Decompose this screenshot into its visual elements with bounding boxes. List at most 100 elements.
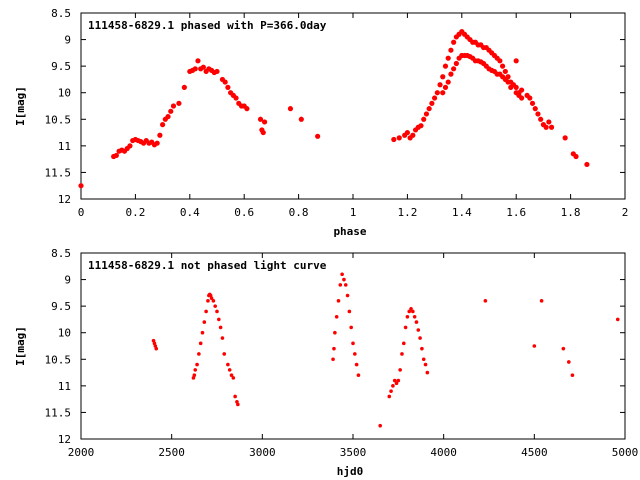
unphased-data-point: [411, 309, 415, 314]
phased-data-point: [298, 116, 304, 122]
phased-data-point: [448, 47, 454, 53]
phased-data-point: [573, 153, 579, 160]
phased-data-point: [546, 119, 552, 125]
phased-data-point: [538, 116, 544, 122]
phased-data-point: [192, 66, 198, 72]
phased-data-point: [233, 95, 239, 101]
unphased-data-point: [198, 341, 203, 346]
unphased-data-point: [407, 309, 412, 314]
phased-data-point: [165, 114, 171, 120]
unphased-data-point: [226, 362, 230, 367]
unphased-data-point: [343, 283, 348, 287]
unphased-data-point: [222, 352, 227, 356]
phased-ytick-label: 11.5: [45, 166, 72, 179]
phased-data-point: [157, 132, 163, 138]
unphased-data-point: [421, 357, 426, 362]
phased-ytick-label: 12: [58, 193, 71, 206]
phased-data-point: [260, 129, 266, 136]
phased-data-point: [418, 123, 424, 129]
unphased-data-point: [193, 368, 198, 372]
phased-data-point: [154, 140, 160, 146]
unphased-data-point: [570, 373, 575, 378]
phased-data-point: [451, 39, 457, 45]
unphased-data-point: [387, 394, 392, 399]
phased-plot-ylabel: I[mag]: [14, 86, 27, 126]
unphased-ytick-label: 12: [58, 433, 71, 446]
unphased-data-point: [615, 317, 620, 322]
unphased-data-point: [396, 378, 401, 383]
phased-data-point: [421, 116, 427, 122]
phased-data-point: [410, 132, 416, 138]
unphased-data-point: [392, 378, 397, 383]
phased-xtick-label: 1.4: [452, 206, 472, 219]
phased-plot-panel: 111458-6829.1 phased with P=366.0day pha…: [14, 7, 628, 238]
unphased-data-point: [349, 325, 353, 330]
phased-data-point: [257, 116, 264, 122]
phased-data-point: [200, 64, 206, 70]
unphased-data-point: [347, 309, 352, 314]
phased-data-point: [113, 152, 119, 159]
unphased-data-point: [236, 402, 240, 407]
unphased-data-point: [409, 307, 413, 311]
unphased-ytick-label: 8.5: [51, 247, 71, 260]
phased-data-point: [176, 100, 182, 106]
unphased-data-point: [389, 389, 393, 393]
unphased-data-point: [403, 325, 408, 330]
unphased-data-point: [213, 304, 217, 308]
phased-xtick-label: 0.2: [125, 206, 145, 219]
unphased-data-point: [420, 346, 424, 351]
phased-data-point: [548, 124, 555, 130]
phased-ytick-label: 8.5: [51, 7, 71, 20]
phased-xtick-label: 1.2: [397, 206, 417, 219]
phased-ytick-label: 10.5: [45, 113, 72, 126]
phased-data-point: [519, 87, 525, 93]
unphased-data-point: [353, 352, 357, 356]
unphased-data-point: [532, 344, 537, 348]
phased-data-point: [78, 183, 84, 189]
unphased-data-point: [332, 346, 336, 351]
unphased-data-point: [192, 373, 197, 378]
phased-data-point: [529, 100, 536, 106]
unphased-data-point: [566, 360, 571, 364]
phased-plot-xlabel: phase: [333, 225, 366, 238]
phased-xtick-label: 0: [78, 206, 85, 219]
phased-data-point: [429, 100, 435, 106]
unphased-data-point: [398, 368, 402, 372]
unphased-xtick-label: 2500: [158, 446, 185, 459]
phased-data-point: [225, 84, 231, 90]
phased-data-point: [440, 90, 446, 96]
unphased-data-point: [336, 299, 341, 303]
phased-data-point: [287, 106, 294, 112]
phased-data-point: [195, 58, 201, 64]
unphased-data-point: [217, 317, 221, 322]
unphased-data-point: [229, 373, 234, 378]
phased-data-point: [222, 79, 228, 85]
phased-data-point: [160, 122, 166, 128]
phased-ytick-label: 9.5: [51, 60, 71, 73]
unphased-data-point: [333, 330, 337, 335]
unphased-plot-ticks: 2000 2500 3000 3500 4000 4500 5000 8.5 9 9.5 10 10.…: [45, 247, 639, 459]
unphased-data-point: [412, 314, 417, 319]
phased-data-point: [453, 60, 459, 67]
phased-xtick-label: 1: [350, 206, 357, 219]
unphased-data-point: [342, 277, 346, 282]
unphased-xtick-label: 2000: [68, 446, 95, 459]
unphased-data-point: [200, 330, 205, 335]
unphased-data-point: [204, 309, 208, 314]
unphased-plot-panel: 111458-6829.1 not phased light curve hjd…: [14, 247, 638, 478]
unphased-data-point: [202, 320, 207, 324]
unphased-ytick-label: 9.5: [51, 300, 71, 313]
phased-data-point: [396, 135, 402, 141]
unphased-data-point: [400, 352, 404, 356]
phased-data-point: [440, 74, 446, 80]
unphased-data-point: [197, 352, 201, 356]
unphased-xtick-label: 5000: [612, 446, 639, 459]
unphased-ytick-label: 11.5: [45, 406, 72, 419]
phased-data-point: [426, 106, 432, 112]
phased-xtick-label: 2: [622, 206, 629, 219]
unphased-data-point: [334, 314, 339, 319]
phased-data-point: [497, 58, 503, 64]
phased-data-point: [127, 143, 133, 149]
phased-data-point: [423, 111, 430, 117]
unphased-ytick-label: 11: [58, 380, 71, 393]
